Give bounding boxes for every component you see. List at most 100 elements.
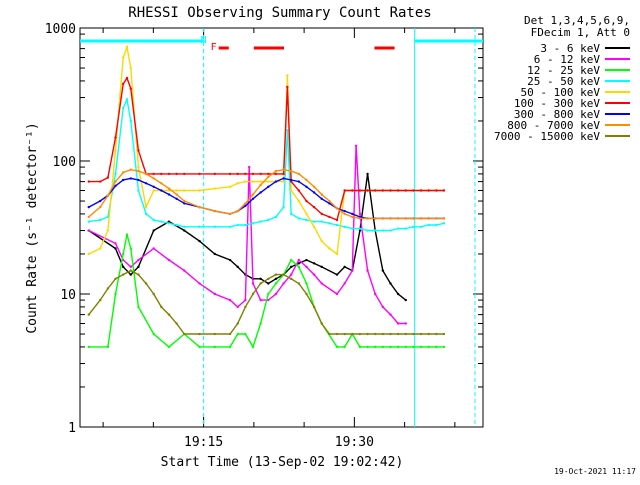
annotations: NF bbox=[201, 35, 217, 53]
data-point bbox=[228, 332, 232, 336]
data-point bbox=[129, 273, 132, 276]
legend-label: 100 - 300 keV bbox=[514, 97, 600, 110]
data-point bbox=[121, 171, 125, 174]
data-point bbox=[286, 129, 289, 132]
data-point bbox=[267, 175, 270, 179]
data-point bbox=[282, 205, 285, 209]
data-point bbox=[312, 185, 316, 188]
data-point bbox=[213, 187, 217, 190]
data-point bbox=[312, 273, 316, 276]
data-point bbox=[374, 292, 377, 296]
data-point bbox=[99, 180, 102, 183]
data-point bbox=[435, 332, 438, 336]
data-point bbox=[228, 172, 232, 176]
data-point bbox=[396, 292, 400, 296]
data-point bbox=[213, 172, 217, 176]
data-point bbox=[152, 247, 155, 250]
data-point bbox=[106, 287, 110, 290]
series-line bbox=[88, 76, 444, 221]
data-point bbox=[366, 189, 369, 192]
data-point bbox=[427, 345, 430, 349]
data-point bbox=[267, 298, 270, 302]
data-point bbox=[167, 187, 171, 190]
data-point bbox=[152, 332, 155, 336]
data-point bbox=[305, 282, 308, 285]
data-point bbox=[343, 265, 346, 269]
data-point bbox=[320, 265, 323, 269]
data-point bbox=[129, 66, 132, 70]
y-tick-label: 10 bbox=[60, 288, 76, 303]
data-point bbox=[381, 217, 385, 220]
legend-label: 3 - 6 keV bbox=[540, 42, 600, 55]
data-point bbox=[137, 189, 140, 192]
data-point bbox=[305, 178, 308, 182]
data-point bbox=[251, 345, 255, 349]
data-point bbox=[358, 345, 362, 349]
data-point bbox=[259, 220, 262, 223]
data-point bbox=[389, 345, 392, 349]
data-point bbox=[106, 176, 110, 179]
data-point bbox=[297, 217, 301, 220]
data-point bbox=[167, 172, 171, 176]
data-point bbox=[125, 76, 129, 80]
data-point bbox=[289, 273, 293, 276]
data-point bbox=[381, 229, 385, 232]
data-point bbox=[167, 258, 171, 262]
observation-markers bbox=[80, 28, 483, 427]
data-point bbox=[228, 185, 232, 188]
data-point bbox=[343, 332, 346, 336]
data-point bbox=[129, 119, 132, 123]
data-point bbox=[259, 322, 262, 325]
data-point bbox=[251, 197, 255, 200]
data-point bbox=[442, 217, 446, 220]
data-point bbox=[366, 269, 369, 272]
data-point bbox=[274, 277, 278, 281]
data-point bbox=[389, 189, 392, 192]
data-point bbox=[99, 199, 102, 203]
series-line bbox=[88, 168, 444, 220]
data-point bbox=[374, 345, 377, 349]
data-point bbox=[259, 191, 262, 194]
data-point bbox=[442, 222, 446, 225]
data-point bbox=[312, 225, 316, 229]
data-point bbox=[87, 220, 90, 223]
data-point bbox=[442, 189, 446, 192]
data-point bbox=[198, 225, 201, 229]
data-point bbox=[389, 332, 392, 336]
data-point bbox=[87, 215, 90, 219]
data-point bbox=[320, 220, 323, 223]
annotation-label: F bbox=[211, 42, 217, 53]
data-point bbox=[343, 212, 346, 216]
data-point bbox=[87, 345, 90, 349]
data-point bbox=[335, 223, 339, 227]
data-point bbox=[251, 193, 255, 196]
data-point bbox=[106, 229, 110, 232]
data-point bbox=[114, 180, 117, 183]
data-point bbox=[305, 292, 308, 296]
data-point bbox=[114, 292, 117, 296]
data-point bbox=[129, 265, 132, 269]
data-point bbox=[351, 332, 354, 336]
data-point bbox=[358, 229, 362, 232]
data-point bbox=[236, 305, 239, 309]
data-point bbox=[183, 269, 186, 272]
data-point bbox=[137, 305, 140, 309]
data-point bbox=[167, 193, 171, 196]
data-point bbox=[274, 282, 278, 285]
data-point bbox=[351, 269, 354, 272]
data-point bbox=[289, 189, 293, 192]
data-point bbox=[87, 180, 90, 183]
data-point bbox=[183, 189, 186, 192]
data-point bbox=[183, 229, 186, 232]
data-point bbox=[427, 189, 430, 192]
data-point bbox=[244, 172, 247, 176]
data-point bbox=[396, 189, 400, 192]
data-point bbox=[289, 258, 293, 262]
data-point bbox=[244, 332, 247, 336]
data-point bbox=[305, 218, 308, 222]
data-point bbox=[381, 269, 385, 272]
data-point bbox=[274, 215, 278, 219]
series-lines bbox=[87, 44, 446, 349]
data-point bbox=[183, 332, 186, 336]
